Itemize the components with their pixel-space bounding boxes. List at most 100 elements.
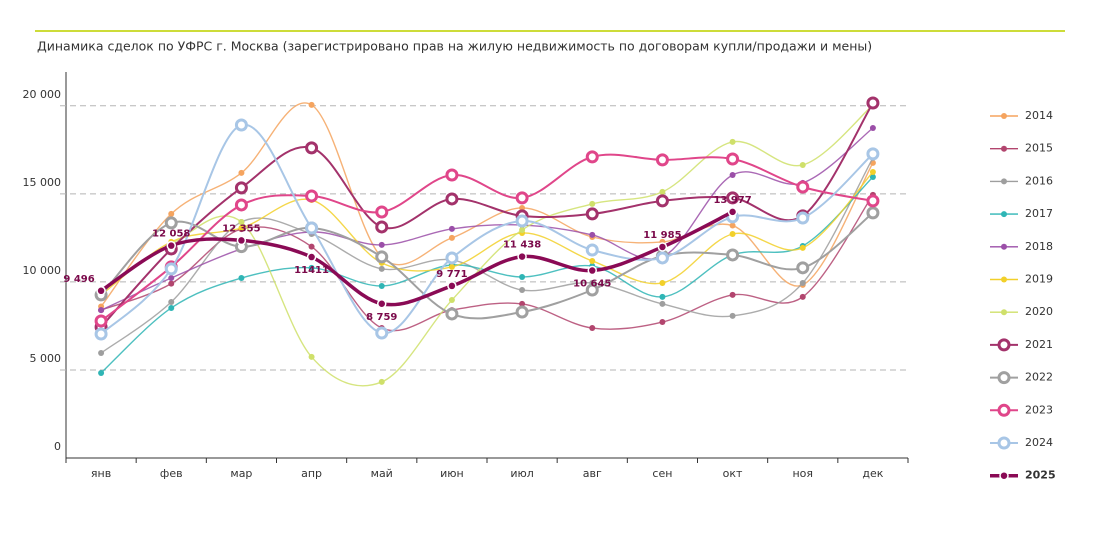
point: [655, 194, 669, 208]
point: [799, 244, 806, 251]
point: [796, 180, 810, 194]
legend-marker: [1001, 309, 1007, 316]
series-line: [100, 212, 874, 320]
point: [378, 282, 385, 289]
point: [726, 152, 740, 166]
data-label: 11411: [294, 265, 329, 276]
point: [729, 291, 736, 298]
series-line: [100, 194, 874, 332]
legend-label: 2021: [1025, 338, 1053, 351]
point: [94, 327, 108, 341]
legend-label: 2018: [1025, 240, 1053, 253]
x-tick-label: окт: [723, 467, 743, 480]
series-line: [100, 102, 874, 328]
point: [98, 350, 105, 357]
point: [519, 273, 526, 280]
point: [655, 153, 669, 167]
legend-marker: [1001, 113, 1007, 119]
point: [238, 225, 245, 232]
legend-label: 2025: [1025, 469, 1056, 482]
legend-marker: [1001, 243, 1007, 250]
point: [519, 300, 526, 307]
point: [729, 231, 736, 238]
legend-label: 2017: [1025, 207, 1053, 220]
point: [308, 243, 315, 250]
point: [306, 252, 317, 262]
y-tick-label: 20 000: [23, 88, 62, 101]
point: [378, 378, 385, 385]
data-label: 8 759: [366, 312, 397, 323]
data-label: 12 058: [152, 229, 190, 240]
point: [515, 214, 529, 228]
point: [98, 369, 105, 376]
point: [164, 262, 178, 276]
point: [378, 241, 385, 248]
point: [445, 251, 459, 265]
series-line: [100, 104, 874, 387]
point: [655, 251, 669, 265]
point: [517, 251, 527, 262]
point: [726, 248, 740, 262]
point: [375, 220, 389, 234]
point: [94, 314, 108, 328]
point: [375, 250, 389, 264]
legend-label: 2015: [1025, 142, 1053, 155]
point: [659, 319, 666, 326]
data-label: 13 977: [713, 195, 751, 206]
point: [796, 261, 810, 275]
series: [98, 124, 876, 314]
series: [98, 169, 876, 298]
point: [869, 169, 876, 176]
point: [234, 118, 248, 132]
series-line: [100, 102, 874, 307]
point: [96, 286, 106, 296]
point: [585, 243, 599, 257]
point: [585, 207, 599, 221]
point: [308, 353, 315, 360]
point: [519, 204, 526, 211]
point: [796, 211, 810, 225]
x-tick-label: июн: [440, 467, 464, 480]
legend-marker: [1001, 211, 1007, 218]
legend-label: 2022: [1025, 371, 1053, 384]
series-line: [100, 157, 874, 354]
series: [94, 206, 880, 321]
legend-marker: [997, 371, 1011, 385]
series: [98, 154, 876, 357]
point: [799, 161, 806, 168]
point: [585, 150, 599, 164]
point: [866, 96, 880, 110]
point: [659, 279, 666, 286]
point: [589, 231, 596, 238]
point: [799, 293, 806, 300]
point: [308, 101, 315, 108]
data-label: 12 355: [222, 223, 260, 234]
point: [168, 298, 175, 305]
legend-marker: [997, 403, 1011, 417]
point: [587, 265, 597, 276]
point: [238, 219, 245, 226]
x-tick-label: ноя: [792, 467, 813, 480]
point: [799, 279, 806, 286]
data-label: 10 645: [573, 279, 611, 290]
y-tick-label: 15 000: [23, 176, 62, 189]
data-label: 11 438: [503, 240, 541, 251]
point: [726, 191, 740, 205]
x-tick-label: дек: [862, 467, 883, 480]
point: [238, 275, 245, 282]
point: [445, 192, 459, 206]
series: [98, 101, 876, 387]
point: [447, 281, 457, 291]
point: [589, 257, 596, 264]
point: [519, 226, 526, 233]
series: 9 496 12 058 12 355 11411 8 759 9 771 11 438 10…: [63, 195, 751, 323]
point: [236, 235, 247, 246]
point: [866, 194, 880, 208]
point: [729, 222, 736, 229]
point: [729, 138, 736, 145]
point: [168, 304, 175, 311]
series: [98, 101, 876, 310]
legend-label: 2014: [1025, 109, 1053, 122]
point: [866, 147, 880, 161]
